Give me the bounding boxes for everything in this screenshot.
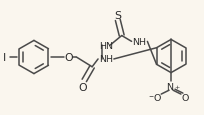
Text: NH: NH bbox=[99, 55, 112, 64]
Text: O: O bbox=[78, 83, 86, 92]
Text: HN: HN bbox=[99, 41, 112, 50]
Text: O: O bbox=[180, 94, 188, 103]
Text: NH: NH bbox=[132, 38, 146, 46]
Text: S: S bbox=[114, 11, 121, 21]
Text: −: − bbox=[147, 93, 153, 98]
Text: O: O bbox=[153, 94, 160, 103]
Text: +: + bbox=[173, 85, 178, 90]
Text: O: O bbox=[64, 53, 72, 62]
Text: N: N bbox=[166, 82, 173, 91]
Text: I: I bbox=[3, 53, 6, 62]
